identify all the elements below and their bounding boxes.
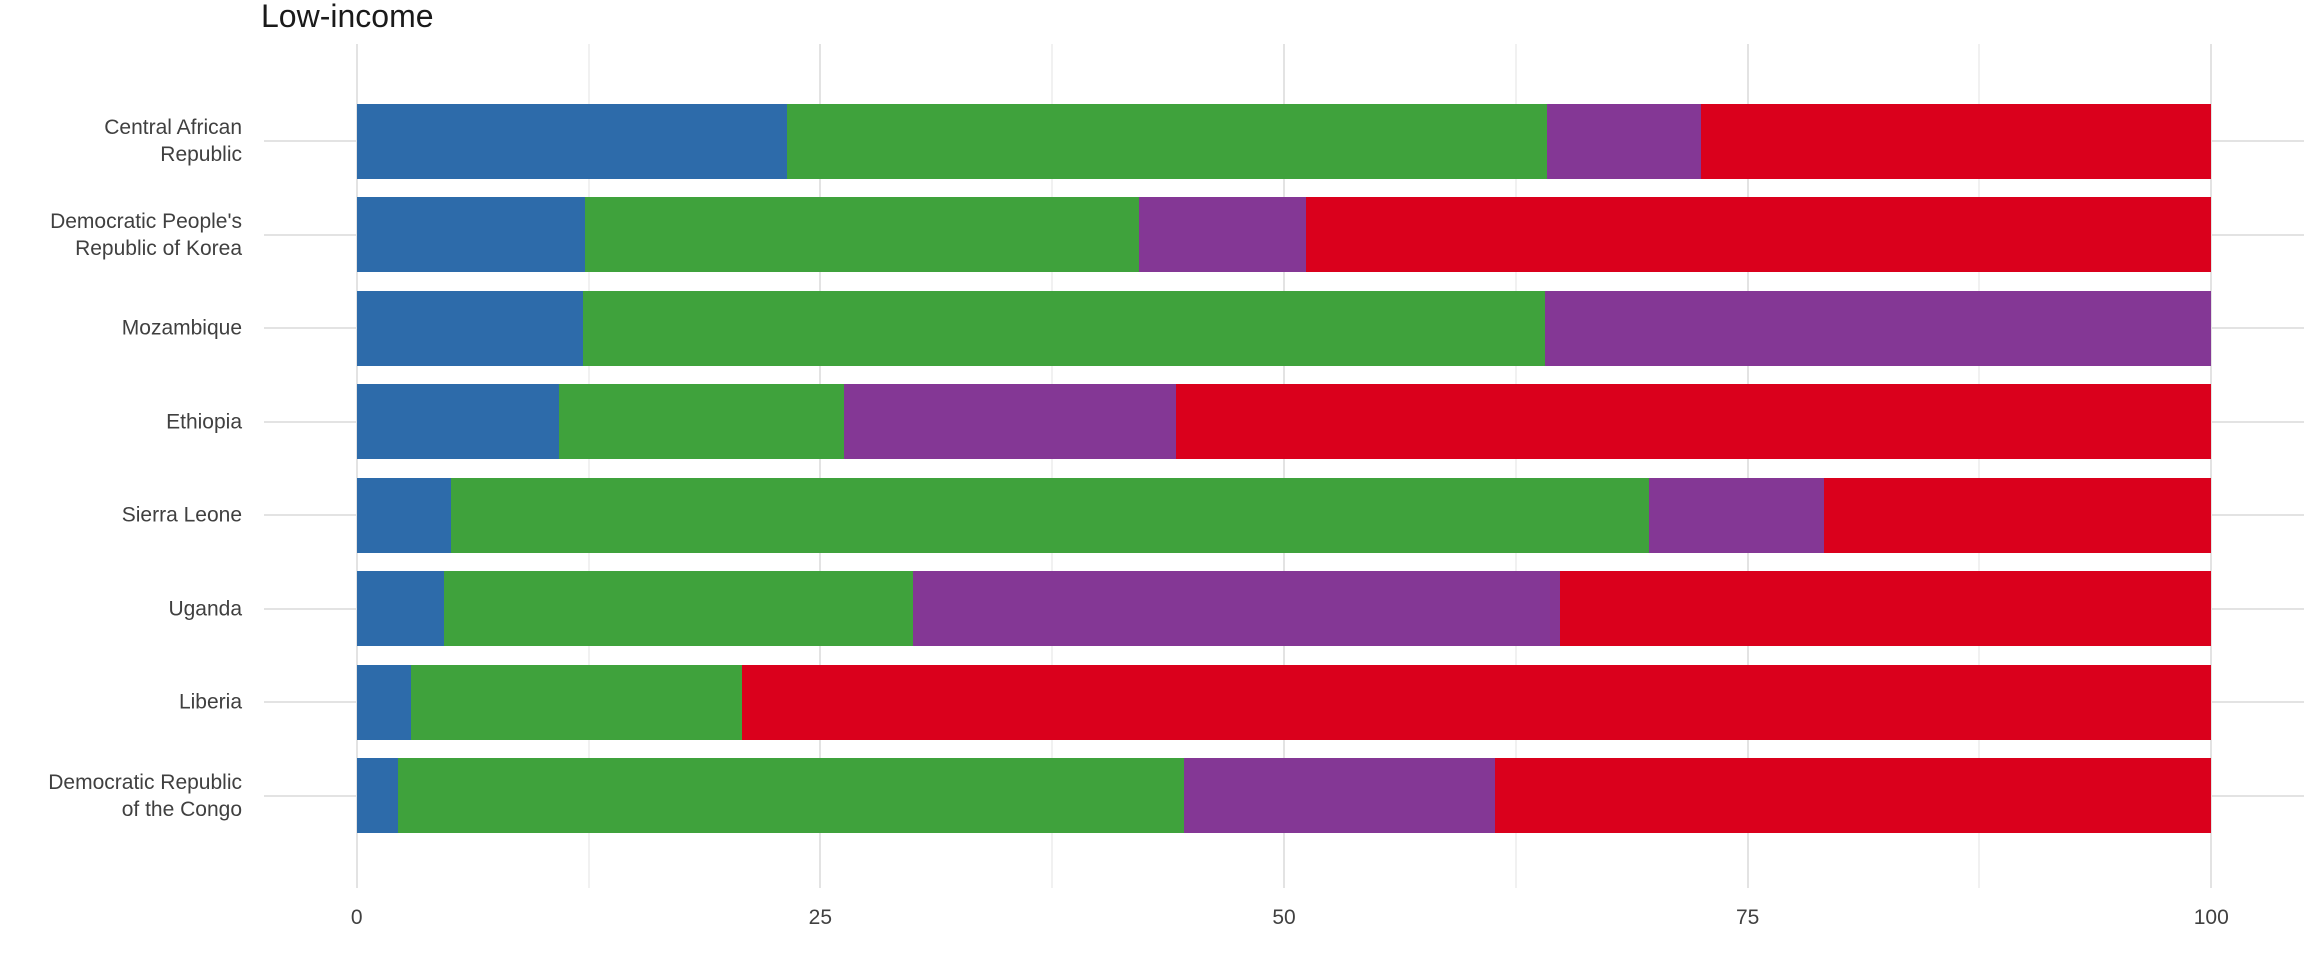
chart-title: Low-income — [261, 0, 434, 34]
y-axis-category-label: Sierra Leone — [121, 503, 242, 527]
purple-segment — [1545, 290, 2212, 366]
blue-segment — [356, 664, 411, 740]
x-minor-gridline — [1514, 44, 1517, 888]
green-segment — [786, 103, 1548, 179]
y-axis-category-label: Central African Republic — [104, 116, 242, 166]
x-minor-gridline — [587, 44, 590, 888]
x-axis-tick-label: 100 — [2193, 906, 2229, 929]
x-axis-tick-label: 75 — [1735, 906, 1760, 929]
blue-segment — [356, 477, 452, 553]
red-segment — [1823, 477, 2212, 553]
purple-segment — [1183, 758, 1496, 834]
bar-row — [264, 290, 2304, 366]
x-axis-tick-label: 0 — [350, 906, 363, 929]
bar-row — [264, 758, 2304, 834]
blue-segment — [356, 197, 585, 273]
red-segment — [1495, 758, 2212, 834]
x-axis-tick-label: 50 — [1272, 906, 1296, 929]
x-major-gridline — [1746, 44, 1749, 888]
green-segment — [443, 571, 914, 647]
x-major-gridline — [819, 44, 822, 888]
x-major-gridline — [1283, 44, 1285, 888]
bar-row — [264, 477, 2304, 553]
blue-segment — [356, 384, 559, 460]
y-axis-category-label: Ethiopia — [166, 410, 242, 434]
y-axis-category-label: Democratic People's Republic of Korea — [50, 209, 242, 260]
green-segment — [451, 477, 1650, 553]
green-segment — [582, 290, 1546, 366]
bar-row — [264, 103, 2304, 179]
plot-panel — [264, 44, 2304, 888]
green-segment — [397, 758, 1184, 834]
bar-row — [264, 664, 2304, 740]
x-minor-gridline — [1051, 44, 1054, 888]
y-axis-category-label: Liberia — [178, 690, 242, 714]
purple-segment — [1139, 197, 1307, 273]
x-major-gridline — [355, 44, 358, 888]
blue-segment — [356, 103, 787, 179]
red-segment — [1560, 571, 2212, 647]
red-segment — [1306, 197, 2212, 273]
purple-segment — [844, 384, 1177, 460]
y-axis-category-label: Uganda — [168, 597, 242, 621]
blue-segment — [356, 758, 398, 834]
purple-segment — [1649, 477, 1824, 553]
bar-row — [264, 571, 2304, 647]
x-minor-gridline — [1978, 44, 1981, 888]
y-axis-category-label: Mozambique — [121, 316, 242, 340]
green-segment — [558, 384, 845, 460]
blue-segment — [356, 571, 444, 647]
green-segment — [584, 197, 1140, 273]
purple-segment — [1547, 103, 1702, 179]
blue-segment — [356, 290, 583, 366]
bar-row — [264, 384, 2304, 460]
purple-segment — [913, 571, 1561, 647]
red-segment — [1701, 103, 2212, 179]
red-segment — [1176, 384, 2212, 460]
bar-row — [264, 197, 2304, 273]
x-axis-tick-label: 25 — [808, 906, 833, 929]
red-segment — [742, 664, 2212, 740]
y-axis-category-label: Democratic Republic of the Congo — [48, 770, 242, 821]
green-segment — [410, 664, 743, 740]
x-major-gridline — [2210, 44, 2213, 888]
